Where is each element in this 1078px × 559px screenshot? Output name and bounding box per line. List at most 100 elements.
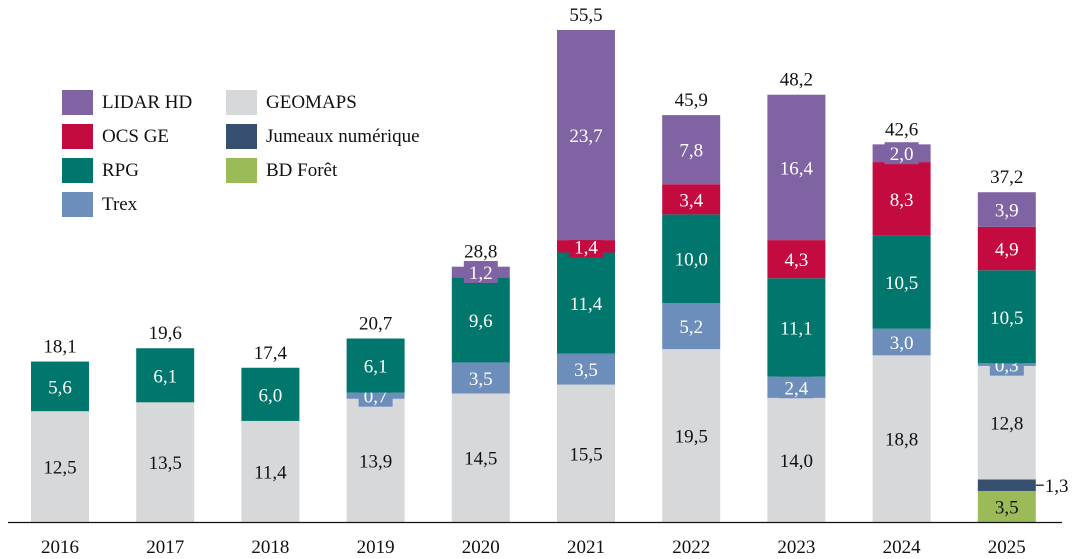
bar-segment-label: 5,2 <box>679 317 703 338</box>
bar-segment-label: 11,4 <box>254 462 287 483</box>
bar-stack-2020: 14,5 3,5 9,6 1,228,8 <box>451 242 510 522</box>
bar-segment-geomaps <box>31 411 89 522</box>
legend-label: OCS GE <box>102 125 170 147</box>
bar-segment-rpg <box>872 235 931 329</box>
bar-segment-label: 1,2 <box>469 263 493 284</box>
bar-segment-rpg <box>241 367 300 421</box>
bar-total-label: 18,1 <box>43 337 76 358</box>
legend-label: Jumeaux numérique <box>266 125 420 147</box>
bar-segment-label: 11,1 <box>780 318 813 339</box>
bar-segment-label: 4,3 <box>785 250 809 271</box>
legend-item-geomaps: GEOMAPS <box>226 90 357 115</box>
bar-segment-lidar-hd <box>557 30 615 241</box>
bar-segment-ocs-ge <box>767 240 826 279</box>
bar-segment-label: 6,0 <box>259 385 283 406</box>
legend-swatch-lidar-hd <box>62 90 93 115</box>
bar-segment-rpg <box>346 338 405 393</box>
bar-total-label: 48,2 <box>780 70 813 91</box>
bar-segment-label: 3,5 <box>574 360 598 381</box>
bar-label-box <box>884 142 919 165</box>
legend-item-bd-foret: BD Forêt <box>226 158 337 183</box>
x-tick-label: 2022 <box>672 537 710 558</box>
bar-segment-lidar-hd <box>977 192 1036 227</box>
x-tick-label: 2017 <box>146 537 184 558</box>
bar-segment-label: 18,8 <box>885 430 918 451</box>
bar-segment-label: 7,8 <box>679 141 703 162</box>
x-tick-label: 2018 <box>251 537 289 558</box>
legend-swatch-rpg <box>62 158 93 183</box>
bar-total-label: 17,4 <box>254 343 288 364</box>
bar-segment-label: 3,5 <box>469 369 493 390</box>
legend-swatch-ocs-ge <box>62 124 93 149</box>
bar-segment-rpg <box>31 361 89 412</box>
bar-segment-label: 16,4 <box>780 158 814 179</box>
legend-swatch-trex <box>62 192 93 217</box>
bar-total-label: 37,2 <box>990 167 1023 188</box>
bar-segment-trex <box>662 303 721 350</box>
bar-segment-geomaps <box>346 398 405 522</box>
legend-item-lidar-hd: LIDAR HD <box>62 90 192 115</box>
bar-segment-label: 3,0 <box>890 333 914 354</box>
bar-stack-2025: 3,51,312,80,310,54,93,937,2 <box>977 167 1069 522</box>
bar-segment-geomaps <box>872 355 931 522</box>
legend-swatch-geomaps <box>226 90 257 115</box>
bar-segment-geomaps <box>662 349 721 522</box>
bar-segment-label: 5,6 <box>48 377 72 398</box>
bar-segment-geomaps <box>767 397 826 522</box>
bar-total-label: 19,6 <box>149 323 182 344</box>
bar-label-box <box>463 261 498 284</box>
legend-swatch-jumeaux-numerique <box>226 124 257 149</box>
bar-segment-lidar-hd <box>662 115 721 185</box>
bar-segment-rpg <box>767 278 826 377</box>
bar-segment-geomaps <box>241 420 300 522</box>
bar-segment-jumeaux-numerique <box>977 479 1036 491</box>
bar-segment-trex <box>872 328 931 356</box>
bar-segment-label: 15,5 <box>569 444 602 465</box>
bar-segment-geomaps <box>136 402 195 522</box>
bar-segment-rpg <box>662 214 721 304</box>
bar-segment-label: 4,9 <box>995 240 1019 261</box>
x-tick-labels: 2016 2017 2018 2019 2020 2021 2022 2023 2024 2025 <box>41 537 1026 558</box>
bar-stack-2023: 14,0 2,4 11,1 4,3 16,4 48,2 <box>767 70 826 522</box>
legend-item-trex: Trex <box>62 192 137 217</box>
x-tick-label: 2019 <box>357 537 395 558</box>
bar-stack-2019: 13,90,76,120,7 <box>346 313 405 522</box>
legend-label: RPG <box>102 159 139 181</box>
x-tick-label: 2025 <box>988 537 1026 558</box>
bar-segment-label: 23,7 <box>569 126 602 147</box>
bar-total-label: 42,6 <box>885 119 918 140</box>
bar-segment-label: 11,4 <box>570 294 603 315</box>
x-tick-label: 2020 <box>462 537 500 558</box>
bar-segment-ocs-ge <box>662 184 721 215</box>
bar-segment-geomaps <box>451 393 510 522</box>
bar-segment-label: 2,4 <box>785 378 809 399</box>
bar-segment-label: 12,8 <box>990 414 1023 435</box>
bar-segment-rpg <box>136 348 195 403</box>
bar-segment-label: 12,5 <box>43 458 76 479</box>
legend-label: GEOMAPS <box>266 91 357 113</box>
bar-segment-label: 14,5 <box>464 449 497 470</box>
bar-segment-label: 10,5 <box>990 308 1023 329</box>
bar-segment-label: 14,0 <box>780 451 813 472</box>
bar-segment-label: 10,5 <box>885 273 918 294</box>
bar-segment-trex <box>557 353 615 385</box>
bar-segment-label: 10,0 <box>675 250 708 271</box>
bar-segment-ocs-ge <box>872 162 931 236</box>
bar-segment-geomaps <box>977 365 1036 480</box>
bar-segment-ocs-ge <box>977 226 1036 271</box>
bar-segment-rpg <box>977 270 1036 364</box>
legend-item-rpg: RPG <box>62 158 139 183</box>
bar-stack-2021: 15,5 3,5 11,4 1,4 23,7 55,5 <box>557 5 615 522</box>
bar-segment-label: 13,5 <box>149 453 182 474</box>
bar-stack-2018: 11,4 6,0 17,4 <box>241 343 300 522</box>
bar-segment-label: 9,6 <box>469 311 493 332</box>
bar-segment-label: 6,1 <box>153 366 177 387</box>
bar-total-label: 45,9 <box>675 90 708 111</box>
legend-label: BD Forêt <box>266 159 338 181</box>
bar-segment-rpg <box>557 252 615 354</box>
x-tick-label: 2016 <box>41 537 79 558</box>
x-tick-label: 2023 <box>777 537 815 558</box>
bar-stack-2017: 13,5 6,1 19,6 <box>136 323 195 522</box>
bar-stack-2016: 12,5 5,6 18,1 <box>31 337 89 522</box>
legend-label: LIDAR HD <box>102 91 193 113</box>
